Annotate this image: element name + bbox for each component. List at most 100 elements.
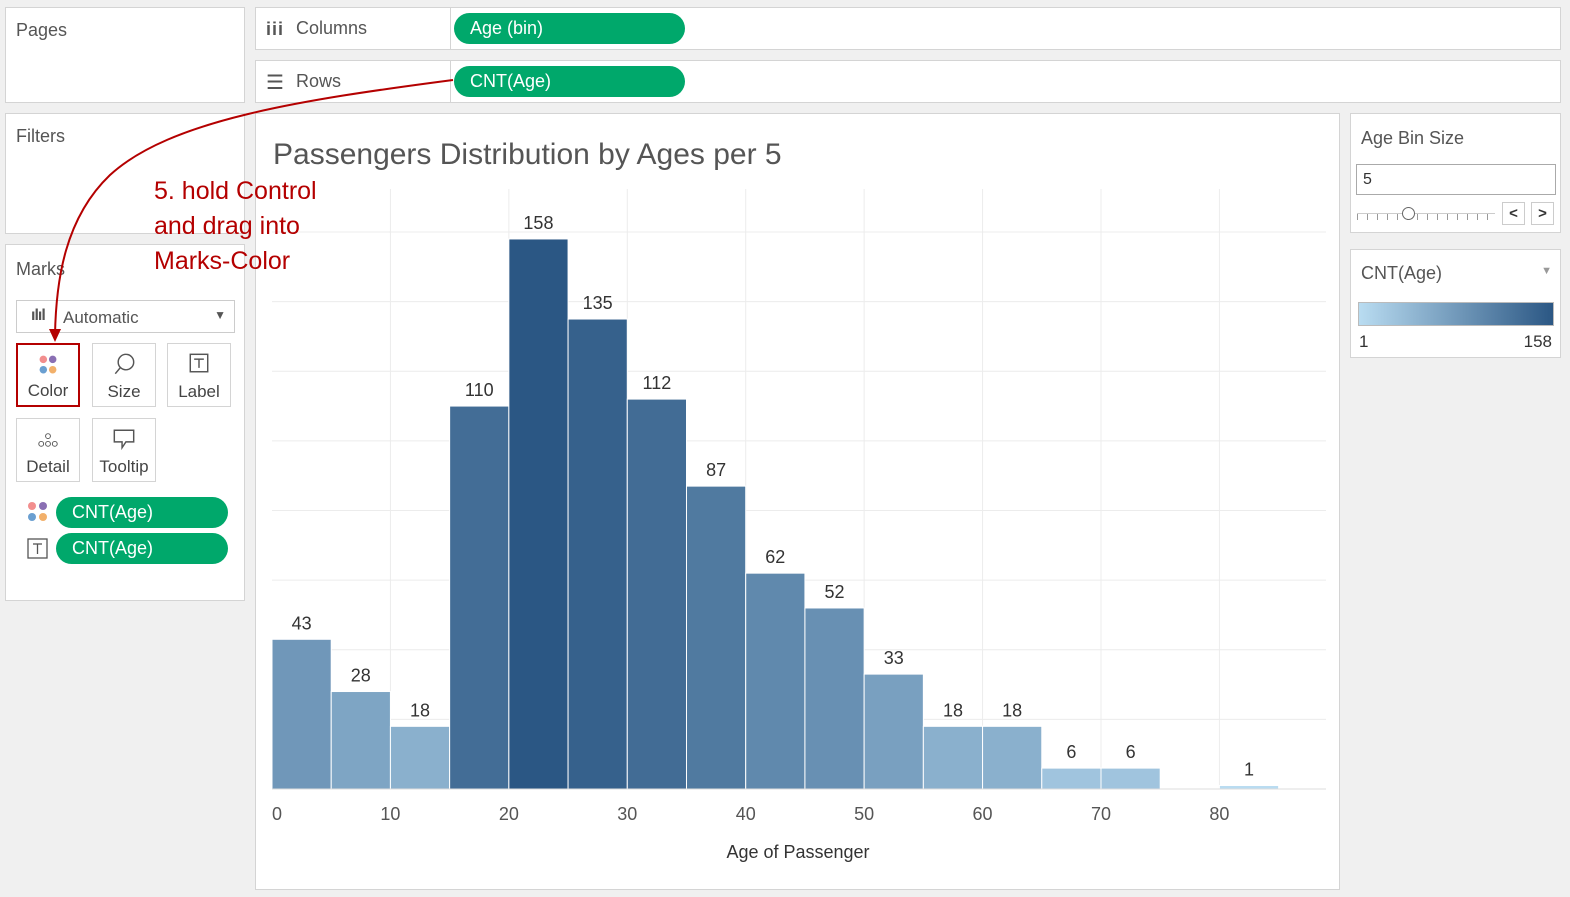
histogram-bar[interactable]: [626, 398, 687, 790]
chart-title: Passengers Distribution by Ages per 5: [273, 138, 782, 171]
decrement-button[interactable]: <: [1502, 202, 1525, 225]
legend-gradient: [1358, 302, 1554, 326]
legend-menu-icon[interactable]: ▼: [1541, 265, 1552, 277]
slider-ticks: [1357, 214, 1495, 220]
histogram-bar[interactable]: [330, 691, 391, 790]
columns-pill[interactable]: Age (bin): [454, 13, 685, 44]
histogram-bar[interactable]: [745, 572, 806, 790]
annotation-line: and drag into: [154, 212, 300, 240]
detail-icon: [38, 433, 58, 447]
x-tick-label: 70: [1091, 804, 1111, 824]
increment-button[interactable]: >: [1531, 202, 1554, 225]
bar-value-label: 18: [410, 700, 430, 720]
slider-track: [1357, 213, 1495, 214]
slider-handle[interactable]: [1402, 207, 1415, 220]
annotation-line: 5. hold Control: [154, 177, 317, 205]
x-tick-label: 10: [380, 804, 400, 824]
histogram-bar[interactable]: [1041, 767, 1102, 790]
detail-button[interactable]: Detail: [16, 418, 80, 482]
x-tick-label: 40: [736, 804, 756, 824]
rows-divider: [450, 61, 451, 102]
bar-value-label: 135: [583, 293, 613, 313]
bar-value-label: 28: [351, 666, 371, 686]
worksheet: Passengers Distribution by Ages per 5 Ag…: [255, 113, 1340, 890]
parameter-title: Age Bin Size: [1361, 128, 1465, 148]
pages-panel[interactable]: Pages: [5, 7, 245, 103]
annotation-line: Marks-Color: [154, 247, 291, 275]
chevron-down-icon[interactable]: ▼: [214, 308, 226, 322]
parameter-panel: Age Bin Size 5 < >: [1350, 113, 1561, 233]
marks-title: Marks: [16, 259, 65, 279]
columns-shelf[interactable]: iii Columns Age (bin): [255, 7, 1561, 50]
label-button[interactable]: Label: [167, 343, 231, 407]
histogram-bar[interactable]: [449, 405, 510, 790]
histogram-bar[interactable]: [567, 318, 628, 790]
bar-value-label: 52: [825, 582, 845, 602]
bar-value-label: 18: [1002, 700, 1022, 720]
color-label: Color: [27, 381, 69, 400]
bar-value-label: 6: [1126, 742, 1136, 762]
bin-size-slider[interactable]: [1357, 207, 1495, 225]
color-legend: CNT(Age) ▼ 1 158: [1350, 249, 1561, 358]
color-icon: [28, 502, 47, 521]
bar-value-label: 33: [884, 648, 904, 668]
histogram-bar[interactable]: [508, 238, 569, 790]
histogram-bar[interactable]: [389, 725, 451, 790]
bar-value-label: 18: [943, 700, 963, 720]
detail-label: Detail: [26, 457, 70, 476]
tooltip-label: Tooltip: [99, 457, 149, 476]
text-icon: [27, 538, 48, 559]
histogram-bar[interactable]: [863, 673, 924, 790]
histogram-bar[interactable]: [685, 485, 747, 790]
bar-value-label: 43: [292, 613, 312, 633]
color-button[interactable]: Color: [16, 343, 80, 407]
label-label: Label: [178, 382, 220, 401]
filters-title: Filters: [16, 126, 65, 146]
rows-shelf[interactable]: ☰ Rows CNT(Age): [255, 60, 1561, 103]
columns-icon: iii: [266, 19, 285, 39]
label-pill[interactable]: CNT(Age): [56, 533, 228, 564]
bar-value-label: 1: [1244, 760, 1254, 780]
x-axis-title: Age of Passenger: [726, 842, 869, 862]
histogram-bar[interactable]: [804, 607, 865, 790]
x-tick-label: 80: [1209, 804, 1229, 824]
legend-min: 1: [1359, 332, 1369, 351]
histogram-bar[interactable]: [922, 725, 984, 790]
histogram-bar[interactable]: [982, 725, 1043, 790]
size-icon: [114, 353, 135, 375]
marks-panel: Marks ılıl Automatic ▼ Color Size Label …: [5, 244, 245, 601]
bar-value-label: 6: [1066, 742, 1076, 762]
x-tick-label: 50: [854, 804, 874, 824]
bar-value-label: 158: [523, 213, 553, 233]
bar-value-label: 110: [465, 380, 494, 400]
bar-value-label: 62: [765, 547, 785, 567]
legend-title: CNT(Age): [1361, 263, 1443, 283]
pages-title: Pages: [16, 20, 68, 40]
rows-label: Rows: [296, 71, 342, 91]
tooltip-button[interactable]: Tooltip: [92, 418, 156, 482]
bin-size-input[interactable]: 5: [1356, 164, 1556, 195]
bar-value-label: 87: [706, 460, 726, 480]
histogram-bar[interactable]: [1218, 785, 1280, 790]
mark-type-label: Automatic: [63, 308, 139, 327]
rows-icon: ☰: [266, 72, 284, 94]
histogram-chart: Passengers Distribution by Ages per 5 Ag…: [271, 138, 1326, 862]
bar-value-label: 112: [643, 373, 672, 393]
x-tick-label: 60: [973, 804, 993, 824]
tooltip-icon: [113, 429, 135, 451]
size-button[interactable]: Size: [92, 343, 156, 407]
columns-label: Columns: [296, 18, 368, 38]
histogram-bar[interactable]: [1100, 767, 1161, 790]
columns-divider: [450, 8, 451, 49]
mark-type-dropdown[interactable]: ılıl Automatic ▼: [16, 300, 235, 333]
rows-pill[interactable]: CNT(Age): [454, 66, 685, 97]
size-label: Size: [107, 382, 141, 401]
histogram-bar[interactable]: [271, 638, 332, 790]
instruction-annotation: 5. hold Control and drag into Marks-Colo…: [154, 174, 317, 279]
x-tick-label: 0: [272, 804, 282, 824]
x-tick-label: 30: [617, 804, 637, 824]
x-tick-label: 20: [499, 804, 519, 824]
color-pill[interactable]: CNT(Age): [56, 497, 228, 528]
color-icon: [39, 355, 57, 374]
legend-max: 158: [1523, 332, 1552, 351]
